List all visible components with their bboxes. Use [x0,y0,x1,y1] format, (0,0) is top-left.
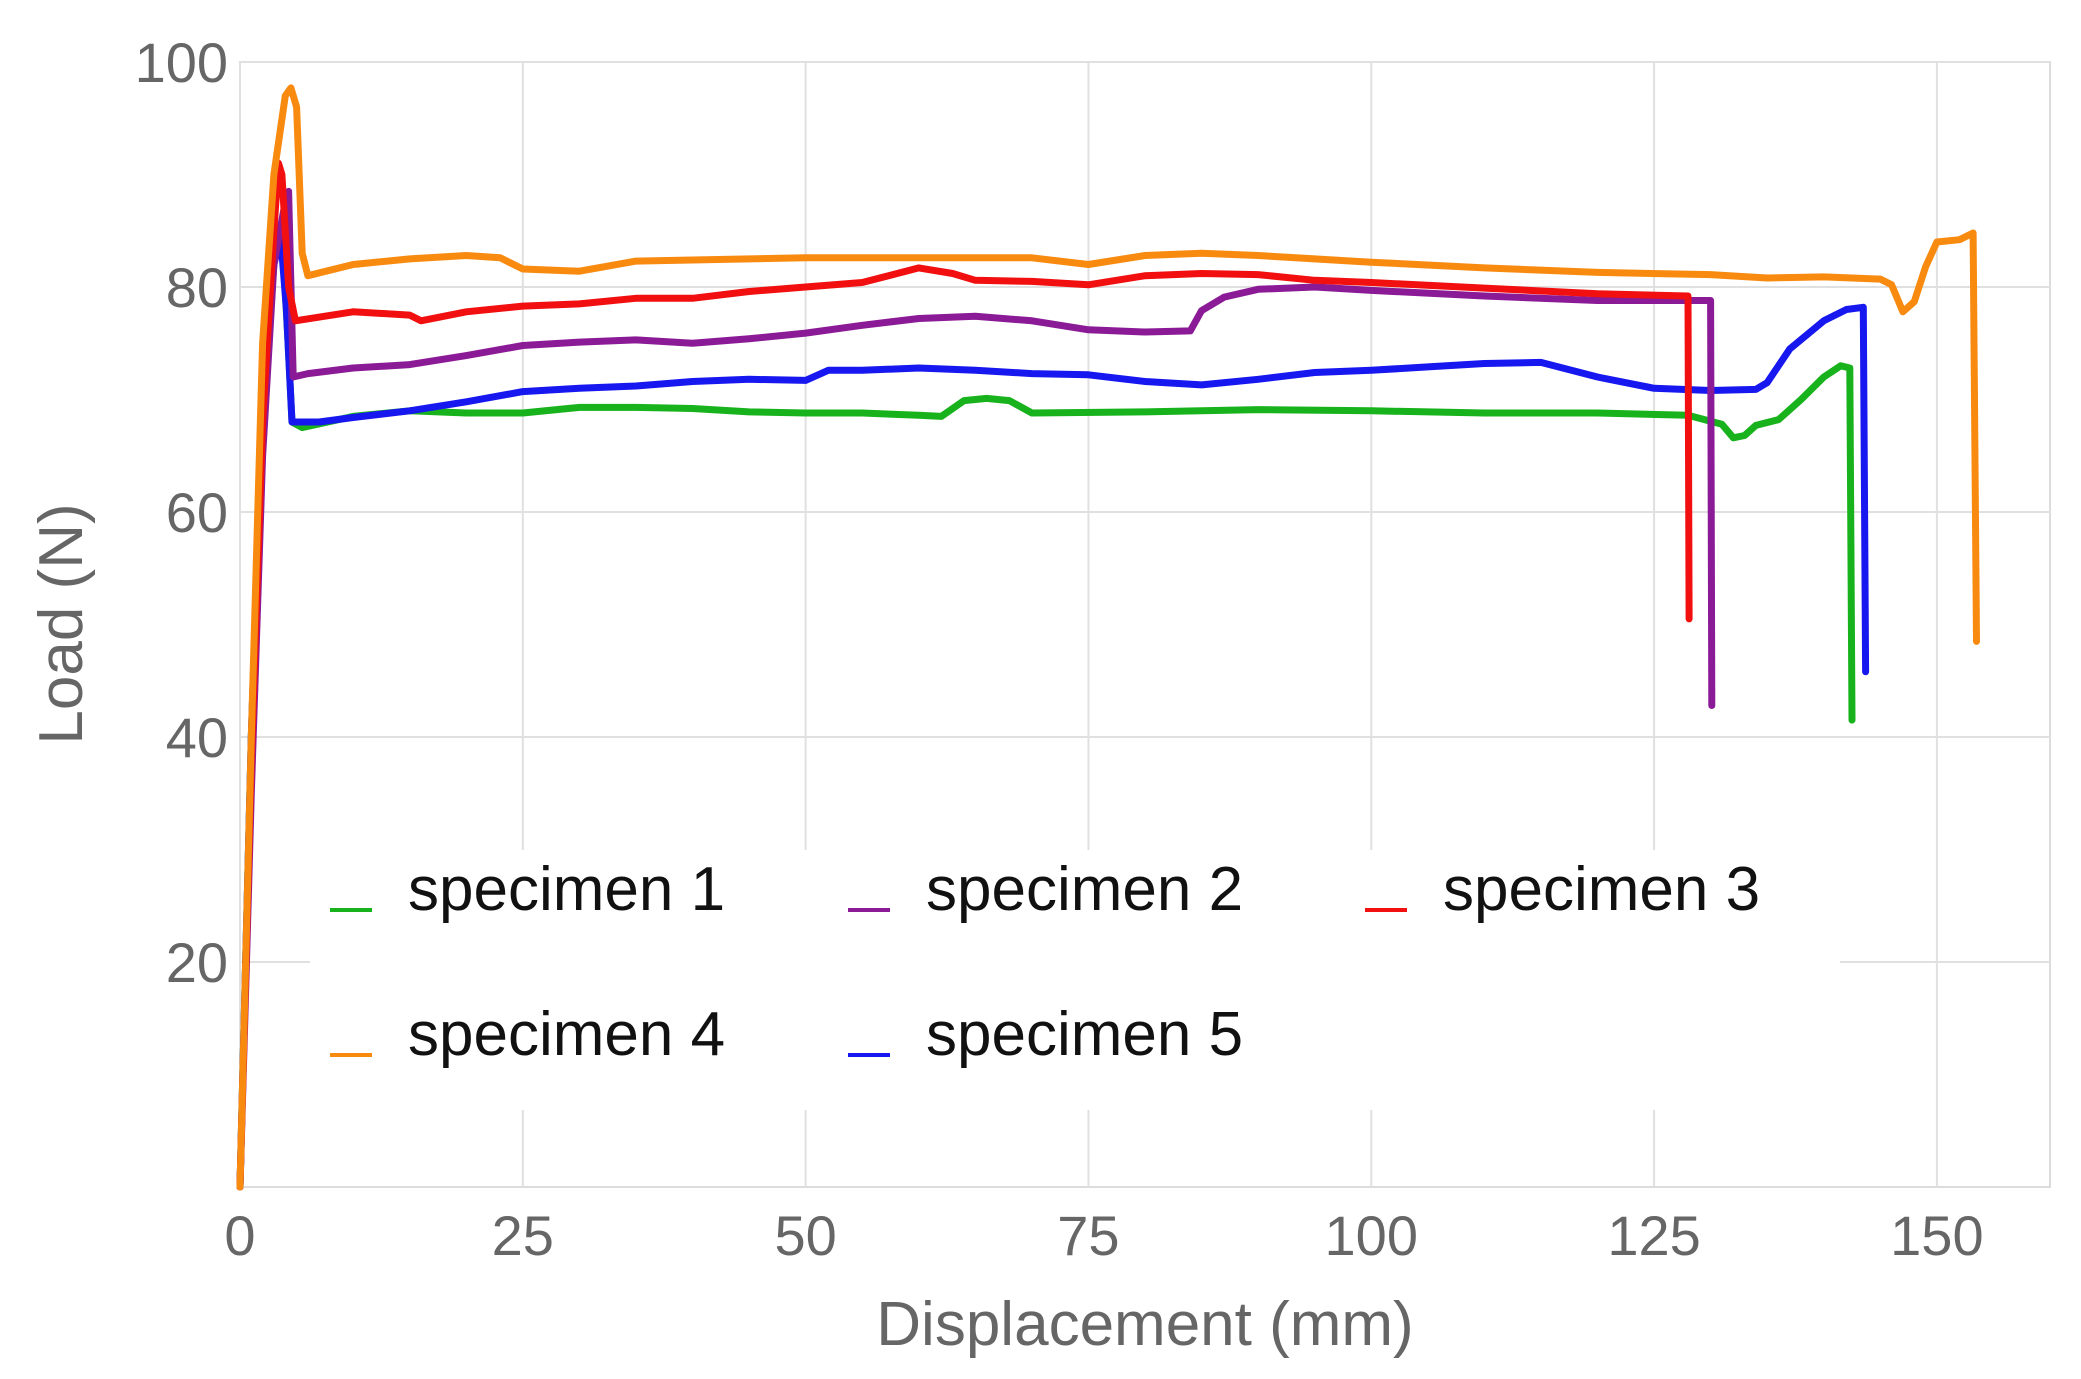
x-tick-label: 125 [1607,1204,1700,1267]
series-line-specimen-5 [236,232,1870,1191]
x-tick-label: 0 [224,1204,255,1267]
legend-label: specimen 1 [408,855,725,924]
x-tick-label: 25 [492,1204,554,1267]
x-tick-label: 50 [774,1204,836,1267]
y-tick-label: 100 [135,31,228,94]
y-tick-label: 40 [166,706,228,769]
legend: specimen 1 specimen 2 specimen 3 specimen 4… [310,850,1840,1110]
x-tick-label: 100 [1325,1204,1418,1267]
legend-label: specimen 4 [408,1000,725,1069]
series-lines [236,84,1980,1191]
x-tick-label: 150 [1890,1204,1983,1267]
y-tick-label: 60 [166,481,228,544]
legend-label: specimen 3 [1443,855,1760,924]
y-tick-label: 80 [166,256,228,319]
legend-background [310,850,1840,1110]
series-line-specimen-3 [236,159,1693,1191]
y-tick-label: 20 [166,931,228,994]
x-tick-label: 75 [1057,1204,1119,1267]
legend-label: specimen 2 [926,855,1243,924]
x-axis-title: Displacement (mm) [876,1290,1413,1359]
tick-labels: 0 25 50 75 100 125 150 20 40 60 80 100 [135,31,1984,1267]
y-axis-title: Load (N) [27,503,96,744]
series-line-specimen-4 [236,84,1980,1191]
legend-label: specimen 5 [926,1000,1243,1069]
